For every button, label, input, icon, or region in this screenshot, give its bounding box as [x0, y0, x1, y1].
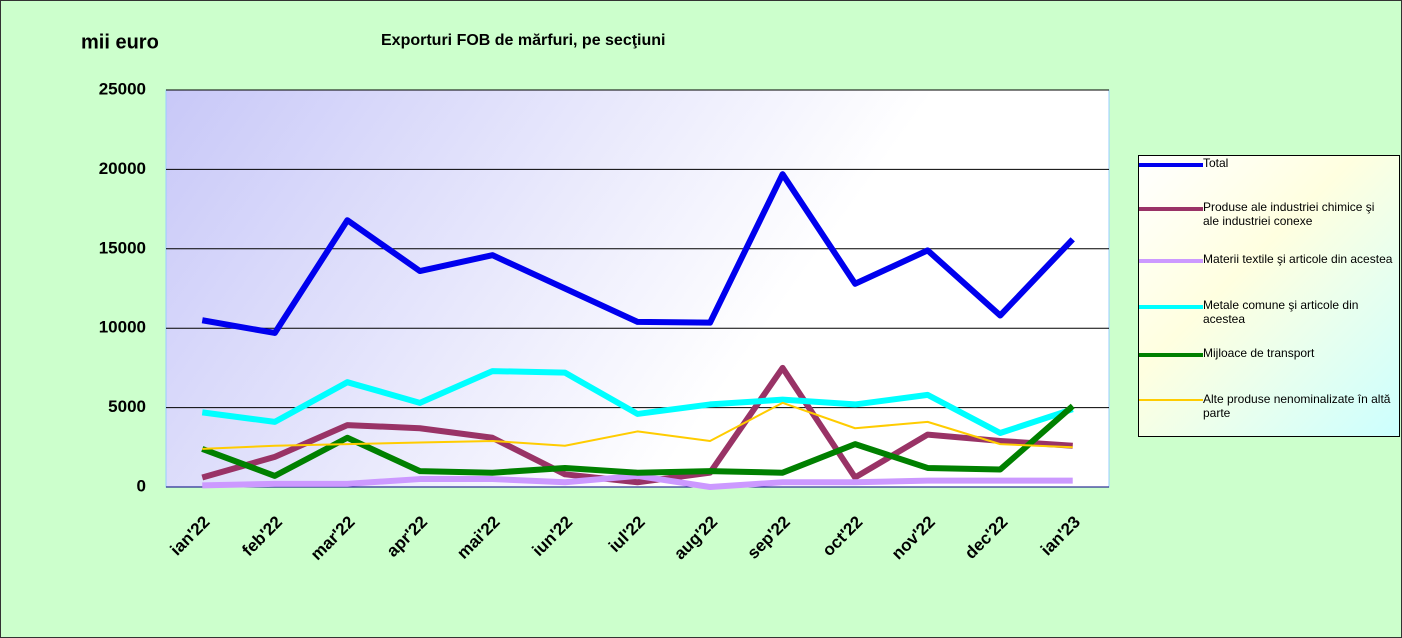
legend-swatch — [1139, 259, 1203, 263]
legend: Total Produse ale industriei chimice şi a… — [1138, 155, 1400, 437]
x-tick-label: ian'23 — [1037, 512, 1084, 559]
y-axis-label: mii euro — [81, 31, 159, 53]
series-line — [201, 403, 1075, 479]
legend-swatch — [1139, 399, 1203, 401]
series-line — [201, 364, 1073, 486]
series-line — [201, 171, 1075, 336]
legend-swatch — [1139, 163, 1203, 167]
series-line — [202, 472, 1073, 490]
legend-item: Total — [1139, 156, 1393, 170]
legend-swatch — [1139, 305, 1203, 309]
x-tick-label: ian'22 — [167, 512, 214, 559]
legend-swatch — [1139, 353, 1203, 357]
y-tick-label: 0 — [137, 476, 146, 495]
x-tick-label: feb'22 — [238, 512, 286, 560]
x-tick-label: dec'22 — [961, 512, 1011, 562]
chart-title: Exporturi FOB de mărfuri, pe secţiuni — [381, 32, 666, 49]
legend-label: Metale comune şi articole din acestea — [1203, 298, 1359, 326]
legend-label: Alte produse nenominalizate în altă part… — [1203, 392, 1391, 420]
x-tick-label: oct'22 — [819, 512, 867, 560]
legend-swatch — [1139, 207, 1203, 211]
legend-item: Materii textile şi articole din acestea — [1139, 252, 1393, 266]
x-tick-label: mai'22 — [453, 512, 503, 562]
x-tick-label: sep'22 — [743, 512, 793, 562]
x-tick-label: nov'22 — [888, 512, 939, 563]
x-tick-label: mar'22 — [307, 512, 359, 564]
plot-area — [165, 89, 1110, 488]
y-tick-label: 25000 — [99, 79, 146, 98]
y-tick-label: 5000 — [108, 397, 146, 416]
legend-item: Produse ale industriei chimice şi ale in… — [1139, 200, 1393, 228]
x-tick-label: apr'22 — [383, 512, 431, 560]
x-tick-label: iun'22 — [529, 512, 577, 560]
y-tick-label: 15000 — [99, 238, 146, 257]
y-tick-label: 10000 — [99, 318, 146, 337]
legend-label: Produse ale industriei chimice şi ale in… — [1203, 200, 1375, 228]
legend-label: Mijloace de transport — [1203, 346, 1315, 360]
legend-item: Metale comune şi articole din acestea — [1139, 298, 1393, 326]
y-tick-label: 20000 — [99, 159, 146, 178]
x-tick-label: aug'22 — [670, 512, 721, 563]
x-tick-label: iul'22 — [605, 512, 649, 556]
series-line — [202, 401, 1073, 450]
series-line — [201, 368, 1074, 437]
legend-label: Materii textile şi articole din acestea — [1203, 252, 1393, 266]
legend-label: Total — [1203, 156, 1229, 170]
legend-item: Alte produse nenominalizate în altă part… — [1139, 392, 1393, 420]
legend-item: Mijloace de transport — [1139, 346, 1393, 360]
